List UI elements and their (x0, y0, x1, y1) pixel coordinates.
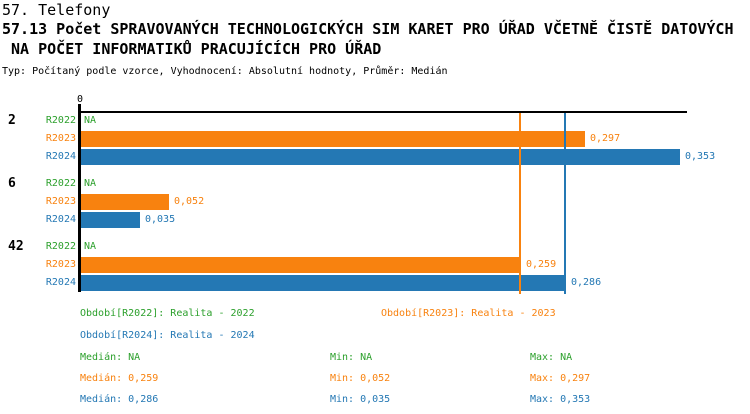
y-axis-line (78, 104, 81, 292)
stat-min-r2023: Min: 0,052 (330, 373, 391, 384)
group-label: 2 (8, 113, 16, 128)
na-value-label: NA (84, 241, 97, 252)
bar-value-label: 0,286 (571, 277, 602, 288)
series-label-r2023: R2023 (45, 133, 76, 144)
series-label-r2023: R2023 (45, 196, 76, 207)
stat-max-r2022: Max: NA (530, 352, 573, 363)
series-label-r2024: R2024 (45, 151, 76, 162)
x-axis-line (78, 111, 687, 113)
bar-r2024 (81, 212, 140, 228)
na-value-label: NA (84, 115, 97, 126)
bar-value-label: 0,353 (685, 151, 716, 162)
stat-min-r2024: Min: 0,035 (330, 394, 391, 405)
stat-max-r2023: Max: 0,297 (530, 373, 591, 384)
bar-r2023 (81, 131, 585, 147)
stat-median-r2024: Medián: 0,286 (80, 394, 159, 405)
chart-title-line2: NA POČET INFORMATIKŮ PRACUJÍCÍCH PRO ÚŘA… (2, 40, 382, 58)
series-label-r2022: R2022 (45, 178, 76, 189)
median-line-r2024 (564, 113, 566, 294)
median-line-r2023 (519, 113, 521, 294)
chart-meta-info: Typ: Počítaný podle vzorce, Vyhodnocení:… (2, 66, 448, 77)
stat-max-r2024: Max: 0,353 (530, 394, 591, 405)
bar-r2023 (81, 257, 521, 273)
legend-r2024: Období[R2024]: Realita - 2024 (80, 330, 255, 341)
bar-r2024 (81, 275, 566, 291)
group-label: 42 (8, 239, 24, 254)
legend-r2023: Období[R2023]: Realita - 2023 (381, 308, 556, 319)
bar-r2023 (81, 194, 169, 210)
series-label-r2024: R2024 (45, 214, 76, 225)
chart-title-line1: 57.13 Počet SPRAVOVANÝCH TECHNOLOGICKÝCH… (2, 20, 734, 38)
na-value-label: NA (84, 178, 97, 189)
series-label-r2022: R2022 (45, 115, 76, 126)
series-label-r2023: R2023 (45, 259, 76, 270)
bar-value-label: 0,052 (174, 196, 205, 207)
stat-min-r2022: Min: NA (330, 352, 373, 363)
bar-value-label: 0,035 (145, 214, 176, 225)
bar-value-label: 0,259 (526, 259, 557, 270)
section-title: 57. Telefony (2, 1, 111, 19)
bar-value-label: 0,297 (590, 133, 621, 144)
series-label-r2024: R2024 (45, 277, 76, 288)
group-label: 6 (8, 176, 16, 191)
series-label-r2022: R2022 (45, 241, 76, 252)
stat-median-r2023: Medián: 0,259 (80, 373, 159, 384)
stat-median-r2022: Medián: NA (80, 352, 141, 363)
bar-r2024 (81, 149, 680, 165)
axis-tick-zero-label: 0 (76, 94, 84, 105)
legend-r2022: Období[R2022]: Realita - 2022 (80, 308, 255, 319)
